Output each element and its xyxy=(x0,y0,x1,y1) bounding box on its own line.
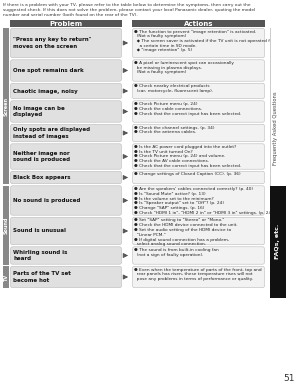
FancyBboxPatch shape xyxy=(133,83,265,99)
Bar xyxy=(270,185,286,298)
Text: Problem: Problem xyxy=(50,21,82,26)
FancyBboxPatch shape xyxy=(133,266,265,288)
Bar xyxy=(10,20,122,27)
Text: Whirling sound is
heard: Whirling sound is heard xyxy=(13,250,68,261)
Text: ● A pixel or luminescent spot can occasionally
  be missing in plasma displays.
: ● A pixel or luminescent spot can occasi… xyxy=(134,61,234,74)
FancyBboxPatch shape xyxy=(133,28,265,58)
Text: "Press any key to return"
moves on the screen: "Press any key to return" moves on the s… xyxy=(13,37,92,48)
Bar xyxy=(132,20,265,27)
Text: No sound is produced: No sound is produced xyxy=(13,198,80,203)
Bar xyxy=(3,266,9,288)
Text: TV: TV xyxy=(4,274,8,281)
Text: Screen: Screen xyxy=(4,97,8,116)
Text: ● The sound is from built-in cooling fan
  (not a sign of faulty operation).: ● The sound is from built-in cooling fan… xyxy=(134,248,219,257)
Text: No image can be
displayed: No image can be displayed xyxy=(13,106,65,117)
Text: If there is a problem with your TV, please refer to the table below to determine: If there is a problem with your TV, plea… xyxy=(3,3,255,17)
FancyBboxPatch shape xyxy=(11,247,122,264)
Text: ● Is the AC power cord plugged into the outlet?
● Is the TV unit turned On?
● Ch: ● Is the AC power cord plugged into the … xyxy=(134,145,241,168)
FancyBboxPatch shape xyxy=(11,28,122,58)
Text: FAQs, etc.: FAQs, etc. xyxy=(275,224,281,259)
Bar xyxy=(270,28,282,228)
FancyBboxPatch shape xyxy=(133,60,265,81)
Bar xyxy=(270,28,271,228)
FancyBboxPatch shape xyxy=(11,60,122,81)
Text: One spot remains dark: One spot remains dark xyxy=(13,68,84,73)
FancyBboxPatch shape xyxy=(11,266,122,288)
FancyBboxPatch shape xyxy=(11,171,122,184)
Bar xyxy=(3,28,9,184)
Text: ● The function to prevent "image retention" is activated.
  (Not a faulty sympto: ● The function to prevent "image retenti… xyxy=(134,29,274,52)
FancyBboxPatch shape xyxy=(11,124,122,142)
FancyBboxPatch shape xyxy=(11,144,122,169)
Text: Only spots are displayed
instead of images: Only spots are displayed instead of imag… xyxy=(13,127,90,139)
Text: 51: 51 xyxy=(284,374,295,383)
Text: Chaotic image, noisy: Chaotic image, noisy xyxy=(13,88,78,94)
FancyBboxPatch shape xyxy=(133,144,265,169)
Text: ● Check nearby electrical products
  (car, motorcycle, fluorescent lamp).: ● Check nearby electrical products (car,… xyxy=(134,85,213,93)
FancyBboxPatch shape xyxy=(133,247,265,264)
Text: Actions: Actions xyxy=(184,21,213,26)
FancyBboxPatch shape xyxy=(133,101,265,122)
FancyBboxPatch shape xyxy=(133,186,265,215)
Text: ● Change settings of Closed Caption (CC). (p. 36): ● Change settings of Closed Caption (CC)… xyxy=(134,173,241,177)
Bar xyxy=(3,185,9,265)
Text: ● Check Picture menu (p. 24)
● Check the cable connections.
● Check that the cor: ● Check Picture menu (p. 24) ● Check the… xyxy=(134,102,241,116)
Text: Sound is unusual: Sound is unusual xyxy=(13,229,66,234)
Text: ● Are the speakers' cables connected correctly? (p. 40)
● Is "Sound Mute" active: ● Are the speakers' cables connected cor… xyxy=(134,187,273,215)
Text: Black Box appears: Black Box appears xyxy=(13,175,70,180)
Text: Neither image nor
sound is produced: Neither image nor sound is produced xyxy=(13,151,70,162)
FancyBboxPatch shape xyxy=(133,217,265,245)
FancyBboxPatch shape xyxy=(133,124,265,142)
Text: ● Set "SAP" setting to "Stereo" or "Mono."
● Check the HDMI device connected to : ● Set "SAP" setting to "Stereo" or "Mono… xyxy=(134,218,238,246)
FancyBboxPatch shape xyxy=(11,186,122,215)
Text: ● Even when the temperature of parts of the front, top and
  rear panels has ris: ● Even when the temperature of parts of … xyxy=(134,267,262,281)
FancyBboxPatch shape xyxy=(11,83,122,99)
Text: Sound: Sound xyxy=(4,217,8,234)
FancyBboxPatch shape xyxy=(11,101,122,122)
FancyBboxPatch shape xyxy=(11,217,122,245)
Text: Frequently Asked Questions: Frequently Asked Questions xyxy=(274,91,278,165)
Text: ● Check the channel settings. (p. 34)
● Check the antenna cables.: ● Check the channel settings. (p. 34) ● … xyxy=(134,125,214,134)
FancyBboxPatch shape xyxy=(133,171,265,184)
Text: Parts of the TV set
become hot: Parts of the TV set become hot xyxy=(13,271,71,282)
